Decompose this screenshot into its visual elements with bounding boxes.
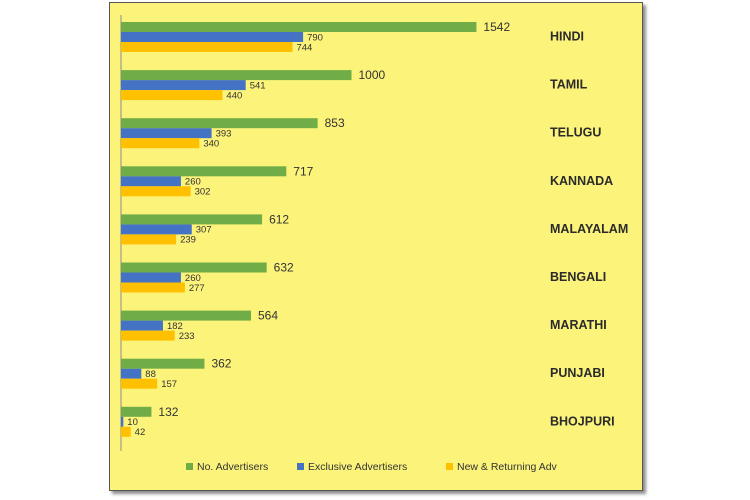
- category-label-bhojpuri: BHOJPURI: [550, 414, 615, 428]
- bar-kannada-no-advertisers: [121, 166, 287, 177]
- bar-malayalam-new-returning-adv: [121, 234, 177, 245]
- bar-marathi-no-advertisers: [121, 310, 252, 321]
- value-label-punjabi-exclusive-advertisers: 88: [145, 369, 156, 380]
- value-label-telugu-exclusive-advertisers: 393: [216, 129, 232, 140]
- legend-swatch-exclusive-advertisers: [297, 463, 304, 470]
- bar-tamil-new-returning-adv: [121, 90, 223, 101]
- legend-swatch-no-advertisers: [186, 463, 193, 470]
- legend-label-no-advertisers: No. Advertisers: [197, 461, 268, 473]
- bar-punjabi-exclusive-advertisers: [121, 368, 142, 379]
- bar-hindi-exclusive-advertisers: [121, 32, 304, 42]
- category-label-hindi: HINDI: [550, 30, 584, 44]
- category-label-bengali: BENGALI: [550, 270, 606, 284]
- category-label-tamil: TAMIL: [550, 78, 588, 92]
- bar-bengali-exclusive-advertisers: [121, 272, 181, 283]
- bar-bengali-new-returning-adv: [121, 282, 185, 293]
- category-label-marathi: MARATHI: [550, 318, 607, 332]
- bar-punjabi-new-returning-adv: [121, 378, 158, 389]
- value-label-marathi-new-returning-adv: 233: [179, 331, 195, 342]
- bar-tamil-exclusive-advertisers: [121, 80, 246, 91]
- bar-bhojpuri-no-advertisers: [121, 406, 152, 417]
- value-label-tamil-new-returning-adv: 440: [226, 90, 242, 101]
- value-label-marathi-no-advertisers: 564: [258, 309, 278, 323]
- value-label-kannada-no-advertisers: 717: [293, 164, 313, 178]
- bar-telugu-no-advertisers: [121, 118, 318, 129]
- bar-punjabi-no-advertisers: [121, 358, 205, 369]
- value-label-malayalam-new-returning-adv: 239: [180, 235, 196, 246]
- bar-malayalam-no-advertisers: [121, 214, 263, 225]
- category-label-malayalam: MALAYALAM: [550, 222, 628, 236]
- category-label-punjabi: PUNJABI: [550, 366, 605, 380]
- value-label-marathi-exclusive-advertisers: 182: [167, 321, 183, 332]
- bar-kannada-exclusive-advertisers: [121, 176, 181, 187]
- bar-bhojpuri-exclusive-advertisers: [121, 416, 124, 427]
- value-label-malayalam-no-advertisers: 612: [269, 212, 289, 226]
- value-label-telugu-no-advertisers: 853: [325, 116, 345, 130]
- category-label-kannada: KANNADA: [550, 174, 613, 188]
- chart-panel: 1542 790 744 HINDI 1000 541 440 TAMIL 853 393 340 T…: [109, 2, 643, 491]
- legend-label-exclusive-advertisers: Exclusive Advertisers: [308, 461, 407, 473]
- value-label-punjabi-new-returning-adv: 157: [161, 379, 177, 390]
- category-label-telugu: TELUGU: [550, 126, 601, 140]
- bar-hindi-no-advertisers: [121, 22, 477, 32]
- value-label-tamil-exclusive-advertisers: 541: [250, 80, 266, 91]
- bar-telugu-new-returning-adv: [121, 138, 200, 149]
- value-label-bengali-new-returning-adv: 277: [189, 283, 205, 294]
- bar-marathi-new-returning-adv: [121, 330, 175, 341]
- bar-bengali-no-advertisers: [121, 262, 267, 273]
- value-label-bengali-no-advertisers: 632: [274, 261, 294, 275]
- value-label-kannada-exclusive-advertisers: 260: [185, 177, 201, 188]
- value-label-telugu-new-returning-adv: 340: [203, 139, 219, 150]
- legend: No. Advertisers Exclusive Advertisers New …: [186, 461, 558, 473]
- value-label-kannada-new-returning-adv: 302: [195, 187, 211, 198]
- value-label-tamil-no-advertisers: 1000: [359, 68, 386, 82]
- bar-hindi-new-returning-adv: [121, 42, 293, 52]
- value-label-hindi-exclusive-advertisers: 790: [307, 32, 323, 43]
- value-label-hindi-no-advertisers: 1542: [483, 20, 510, 34]
- value-label-bhojpuri-no-advertisers: 132: [158, 405, 178, 419]
- bar-tamil-no-advertisers: [121, 70, 352, 81]
- value-label-bhojpuri-exclusive-advertisers: 10: [127, 417, 138, 428]
- legend-label-new-returning-adv: New & Returning Adv: [457, 461, 558, 473]
- value-label-hindi-new-returning-adv: 744: [296, 42, 312, 53]
- legend-swatch-new-returning-adv: [446, 463, 453, 470]
- bar-kannada-new-returning-adv: [121, 186, 191, 197]
- value-label-bhojpuri-new-returning-adv: 42: [135, 427, 146, 438]
- bar-bhojpuri-new-returning-adv: [121, 426, 131, 437]
- bar-marathi-exclusive-advertisers: [121, 320, 163, 331]
- value-label-bengali-exclusive-advertisers: 260: [185, 273, 201, 284]
- value-label-malayalam-exclusive-advertisers: 307: [196, 225, 212, 236]
- bar-malayalam-exclusive-advertisers: [121, 224, 192, 235]
- bar-telugu-exclusive-advertisers: [121, 128, 212, 139]
- value-label-punjabi-no-advertisers: 362: [211, 357, 231, 371]
